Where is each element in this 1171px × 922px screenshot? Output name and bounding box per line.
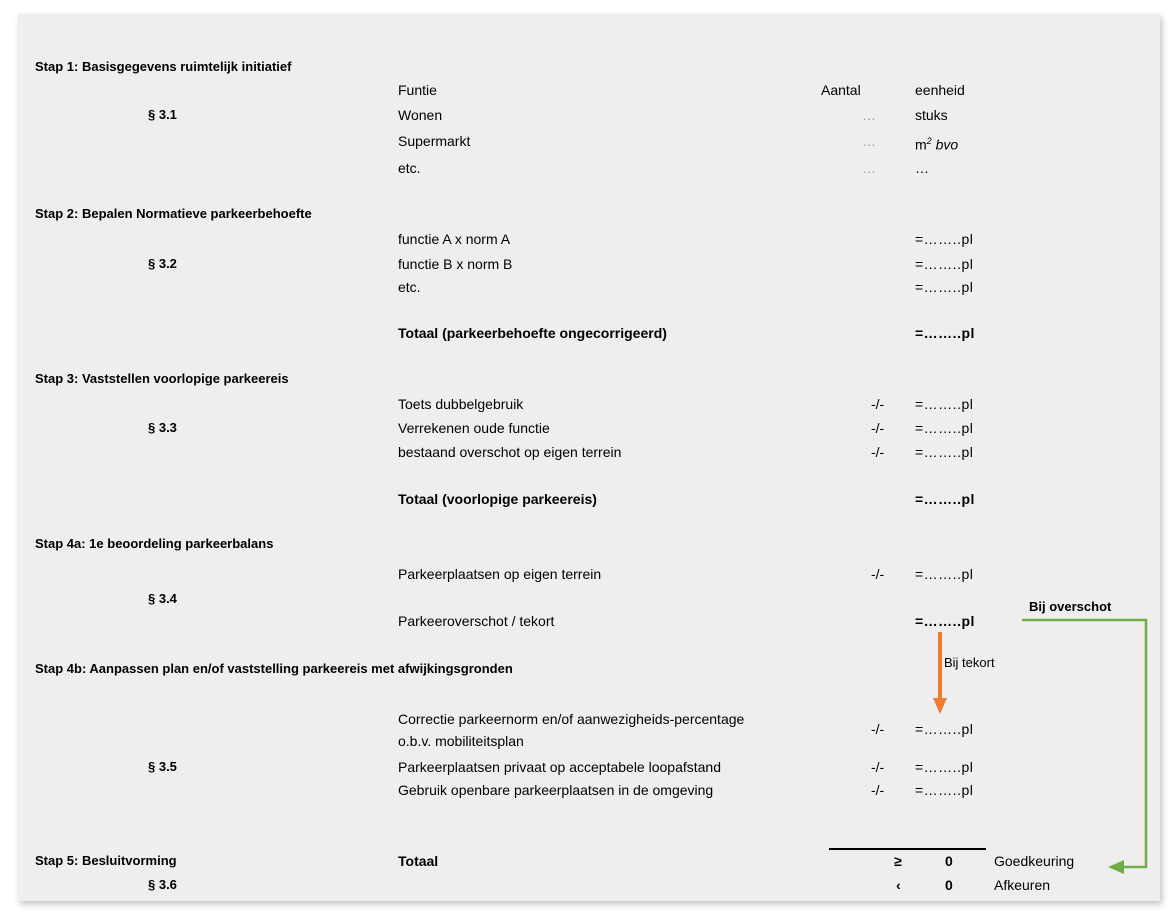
stap4a-row-op: -/- <box>871 566 885 582</box>
stap3-heading: Stap 3: Vaststellen voorlopige parkeerei… <box>35 371 289 386</box>
stap2-row-b-value: =……..pl <box>915 256 974 272</box>
stap2-heading: Stap 2: Bepalen Normatieve parkeerbehoef… <box>35 206 312 221</box>
stap1-header-eenheid: eenheid <box>915 82 965 98</box>
flow-connectors <box>829 618 1148 874</box>
stap3-total-label: Totaal (voorlopige parkeereis) <box>398 491 597 507</box>
stap1-row-supermarkt-aantal: … <box>862 133 876 149</box>
stap4b-row-correctie-label-line2: o.b.v. mobiliteitsplan <box>398 733 524 749</box>
stap1-row-etc-aantal: … <box>862 160 876 176</box>
stap4b-row-privaat-value: =……..pl <box>915 759 974 775</box>
stap4b-row-correctie-value: =……..pl <box>915 721 974 737</box>
stap5-ge-label: Goedkeuring <box>994 853 1075 869</box>
stap2-total-label: Totaal (parkeerbehoefte ongecorrigeerd) <box>398 325 667 341</box>
stap1-section: § 3.1 <box>148 107 177 122</box>
stap4b-row-correctie-label-line1: Correctie parkeernorm en/of aanwezigheid… <box>398 711 745 727</box>
stap5-total-label: Totaal <box>398 853 439 869</box>
stap5-ge-value: 0 <box>945 853 953 869</box>
stap3-row-dubbelgebruik-value: =……..pl <box>915 396 974 412</box>
unit-bvo: bvo <box>935 136 959 153</box>
stap4a-row-label: Parkeerplaatsen op eigen terrein <box>398 566 602 582</box>
stap1-header-funtie: Funtie <box>398 82 437 98</box>
stap3-row-overschot-label: bestaand overschot op eigen terrein <box>398 444 622 460</box>
stap4b-row-openbaar-op: -/- <box>871 782 885 798</box>
unit-superscript: 2 <box>926 136 932 146</box>
stap4b-row-openbaar-value: =……..pl <box>915 782 974 798</box>
stap2-row-b-label: functie B x norm B <box>398 256 513 272</box>
stap3-row-dubbelgebruik-label: Toets dubbelgebruik <box>398 396 524 412</box>
stap4b-row-privaat-op: -/- <box>871 759 885 775</box>
stap3-row-oude-functie-op: -/- <box>871 420 885 436</box>
stap4a-section: § 3.4 <box>148 591 177 606</box>
stap3-section: § 3.3 <box>148 420 177 435</box>
stap4a-balance-value: =……..pl <box>915 613 975 629</box>
stap5-lt-label: Afkeuren <box>994 877 1051 893</box>
stap5-heading: Stap 5: Besluitvorming <box>35 853 177 868</box>
stap2-row-etc-label: etc. <box>398 279 421 295</box>
stap3-row-oude-functie-value: =……..pl <box>915 420 974 436</box>
stap1-row-supermarkt-eenheid: m2 bvo <box>915 132 958 154</box>
stap2-row-a-value: =……..pl <box>915 231 974 247</box>
stap3-total-value: =……..pl <box>915 491 975 507</box>
flow-panel: Stap 1: Basisgegevens ruimtelijk initiat… <box>18 14 1160 901</box>
stap1-row-supermarkt-label: Supermarkt <box>398 133 471 149</box>
stap1-row-wonen-aantal: … <box>862 107 876 123</box>
stap2-total-value: =……..pl <box>915 325 975 341</box>
arrow-overschot-head <box>1108 860 1124 874</box>
stap4b-row-openbaar-label: Gebruik openbare parkeerplaatsen in de o… <box>398 782 714 798</box>
stap2-row-a-label: functie A x norm A <box>398 231 511 247</box>
arrow-tekort <box>933 632 947 714</box>
stap2-row-etc-value: =……..pl <box>915 279 974 295</box>
unit-m: m <box>915 136 927 153</box>
stap3-row-oude-functie-label: Verrekenen oude functie <box>398 420 550 436</box>
stap4b-section: § 3.5 <box>148 759 177 774</box>
stap1-row-wonen-label: Wonen <box>398 107 443 123</box>
stap1-row-etc-label: etc. <box>398 160 421 176</box>
stap3-row-dubbelgebruik-op: -/- <box>871 396 885 412</box>
stap1-row-etc-eenheid: … <box>915 160 929 176</box>
stap4a-balance-label: Parkeeroverschot / tekort <box>398 613 555 629</box>
stap4a-row-value: =……..pl <box>915 566 974 582</box>
stap5-section: § 3.6 <box>148 877 177 892</box>
stap5-lt-value: 0 <box>945 877 953 893</box>
annotation-overschot: Bij overschot <box>1029 599 1112 614</box>
stap4b-row-privaat-label: Parkeerplaatsen privaat op acceptabele l… <box>398 759 721 775</box>
stap2-section: § 3.2 <box>148 256 177 271</box>
arrow-overschot-path <box>1022 618 1148 869</box>
stap3-row-overschot-op: -/- <box>871 444 885 460</box>
stap4a-heading: Stap 4a: 1e beoordeling parkeerbalans <box>35 536 274 551</box>
stap4b-heading: Stap 4b: Aanpassen plan en/of vaststelli… <box>35 661 513 676</box>
stap4b-row-correctie-op: -/- <box>871 721 885 737</box>
stap5-ge-symbol: ≥ <box>894 853 902 869</box>
stap1-row-wonen-eenheid: stuks <box>915 107 948 123</box>
stap1-heading: Stap 1: Basisgegevens ruimtelijk initiat… <box>35 59 292 74</box>
stap5-lt-symbol: ‹ <box>896 877 901 893</box>
stap1-header-aantal: Aantal <box>821 82 861 98</box>
annotation-tekort: Bij tekort <box>944 655 995 670</box>
stap3-row-overschot-value: =……..pl <box>915 444 974 460</box>
arrow-overschot <box>1022 618 1148 874</box>
arrow-tekort-head <box>933 698 947 714</box>
